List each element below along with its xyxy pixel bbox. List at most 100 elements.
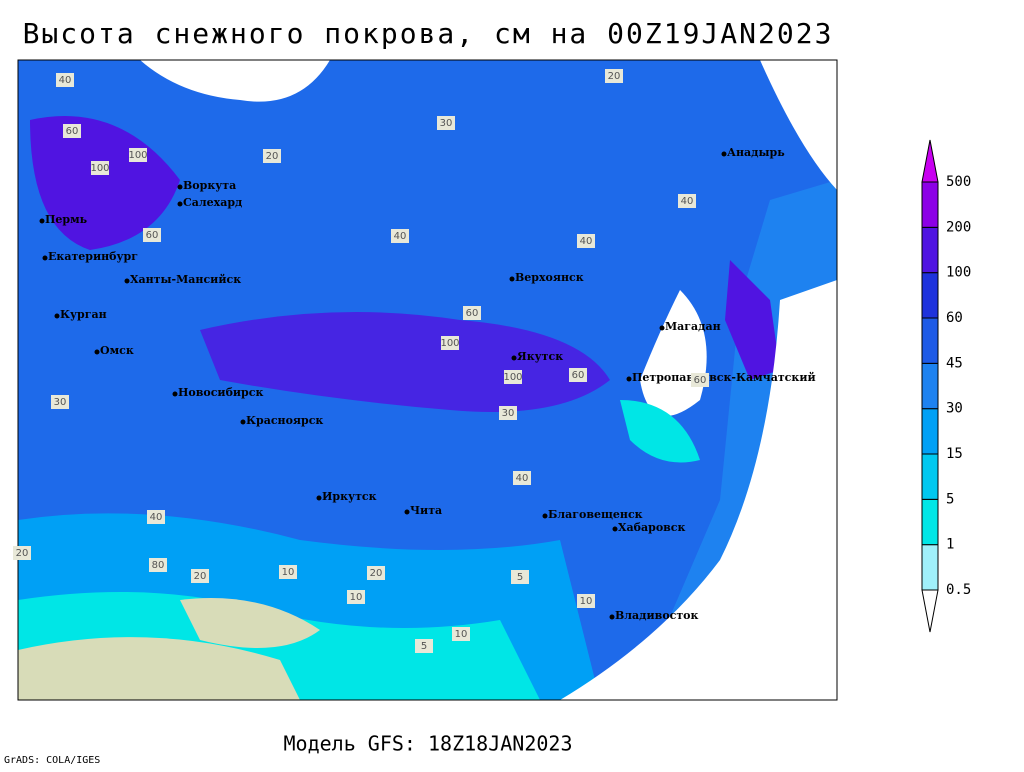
city-dot (612, 526, 618, 532)
contour-label: 20 (266, 151, 279, 162)
contour-label-box (391, 229, 409, 243)
contour-label: 30 (502, 408, 515, 419)
contour-label-box (452, 627, 470, 641)
city-dot (240, 419, 246, 425)
contour-label-box (347, 590, 365, 604)
colorbar-swatch (921, 408, 939, 455)
city-dot (39, 218, 45, 224)
colorbar-label: 45 (946, 355, 963, 371)
colorbar-label: 15 (946, 446, 963, 462)
city-label: Пермь (45, 213, 88, 226)
contour-label-box (678, 194, 696, 208)
city-dot (316, 495, 322, 501)
snow-region (725, 260, 780, 380)
contour-label-box (91, 161, 109, 175)
contour-label: 30 (440, 118, 453, 129)
contour-label-box (279, 565, 297, 579)
contour-label: 5 (517, 572, 523, 583)
city-dot (177, 184, 183, 190)
sea (140, 60, 330, 102)
bare-ground (180, 598, 320, 648)
colorbar-swatch (921, 272, 939, 319)
contour-label: 20 (16, 548, 29, 559)
contour-label-box (367, 566, 385, 580)
colorbar-swatch (921, 498, 939, 546)
city-label: Якутск (517, 350, 563, 363)
city-label: Омск (100, 344, 134, 357)
contour-label: 100 (90, 163, 109, 174)
contour-label: 10 (580, 596, 593, 607)
contour-label: 20 (194, 571, 207, 582)
city-label: Новосибирск (178, 386, 263, 399)
snow-region (200, 312, 610, 412)
contour-label-box (191, 569, 209, 583)
city-dot (404, 509, 410, 515)
bare-ground (18, 637, 300, 700)
contour-label: 100 (440, 338, 459, 349)
credit: GrADS: COLA/IGES (4, 755, 100, 766)
city-label: Хабаровск (618, 521, 685, 534)
sea (760, 60, 837, 190)
contour-label-box (511, 570, 529, 584)
contour-label-box (51, 395, 69, 409)
colorbar-label: 0.5 (946, 582, 971, 598)
contour-label-box (263, 149, 281, 163)
city-dot (542, 513, 548, 519)
contour-label-box (569, 368, 587, 382)
colorbar-swatch (921, 362, 939, 410)
city-dot (721, 151, 727, 157)
city-label: Благовещенск (548, 508, 643, 521)
sea (560, 280, 837, 700)
city-dot (609, 614, 615, 620)
colorbar-label: 30 (946, 401, 963, 417)
contour-label: 60 (572, 370, 585, 381)
contour-label-box (415, 639, 433, 653)
contour-label-box (63, 124, 81, 138)
colorbar-label: 200 (946, 219, 971, 235)
city-label: Магадан (665, 320, 721, 333)
contour-label-box (691, 373, 709, 387)
contour-label: 40 (150, 512, 163, 523)
contour-label: 60 (146, 230, 159, 241)
contour-label-box (504, 370, 522, 384)
contour-label-box (129, 148, 147, 162)
title: Высота снежного покрова, см на 00Z19JAN2… (23, 17, 834, 50)
city-label: Ханты-Мансийск (130, 273, 241, 286)
city-label: Екатеринбург (48, 250, 138, 263)
colorbar-swatch (921, 453, 939, 500)
colorbar-label: 100 (946, 265, 971, 281)
contour-label-box (499, 406, 517, 420)
contour-label: 30 (54, 397, 67, 408)
colorbar-label: 500 (946, 174, 971, 190)
city-dot (42, 255, 48, 261)
colorbar-label: 5 (946, 491, 954, 507)
contour-label-box (577, 234, 595, 248)
contour-label-box (605, 69, 623, 83)
city-dot (54, 313, 60, 319)
colorbar-swatch (921, 181, 939, 228)
contour-label-box (147, 510, 165, 524)
contour-label-box (441, 336, 459, 350)
colorbar-cap (921, 589, 939, 633)
city-dot (177, 201, 183, 207)
contour-label-box (56, 73, 74, 87)
city-dot (659, 325, 665, 331)
contour-label: 60 (466, 308, 479, 319)
sea (640, 290, 707, 416)
contour-label: 60 (66, 126, 79, 137)
city-label: Салехард (183, 196, 242, 209)
contour-label-box (149, 558, 167, 572)
contour-label: 60 (694, 375, 707, 386)
contour-label: 40 (516, 473, 529, 484)
contour-label: 100 (503, 372, 522, 383)
contour-label: 40 (59, 75, 72, 86)
contour-label: 100 (128, 150, 147, 161)
contour-label: 10 (455, 629, 468, 640)
contour-label: 80 (152, 560, 165, 571)
city-label: Владивосток (615, 609, 699, 622)
contour-label: 40 (394, 231, 407, 242)
colorbar-swatch (921, 317, 939, 364)
city-dot (509, 276, 515, 282)
city-label: Красноярск (246, 414, 323, 427)
